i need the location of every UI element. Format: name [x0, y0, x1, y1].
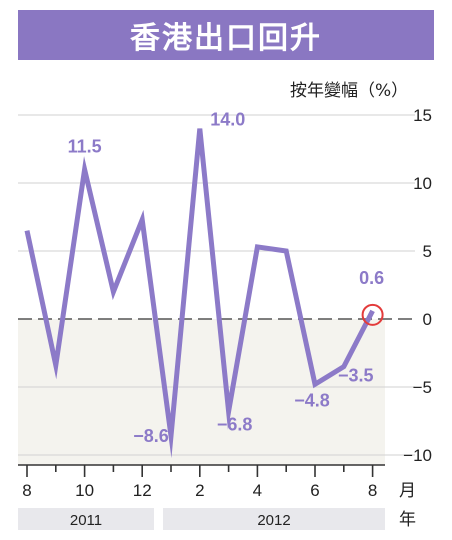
data-label: −3.5	[338, 366, 374, 386]
year-bands: 2011 2012	[18, 508, 385, 530]
x-axis-month-label: 月	[399, 481, 416, 501]
x-axis-year-label: 年	[399, 510, 416, 530]
y-tick-label: 10	[413, 174, 432, 193]
x-tick-label: 10	[75, 481, 94, 500]
year-band	[18, 508, 154, 530]
title-banner: 香港出口回升	[18, 10, 434, 60]
x-tick-label: 4	[253, 481, 262, 500]
year-label: 2012	[257, 512, 290, 529]
x-tick-label: 6	[310, 481, 319, 500]
x-tick-label: 2	[195, 481, 204, 500]
data-label: 11.5	[68, 136, 102, 156]
x-tick-label: 8	[368, 481, 377, 500]
y-tick-label: 5	[423, 242, 432, 261]
y-tick-label: −10	[403, 446, 432, 465]
x-tick-label: 8	[22, 481, 31, 500]
y-axis-unit-label: 按年變幅（%）	[290, 81, 409, 101]
series-line	[24, 128, 375, 459]
plot-background	[18, 319, 385, 465]
year-band	[163, 508, 385, 530]
data-labels: 11.5 −8.6 14.0 −6.8 −4.8 −3.5 0.6	[68, 110, 385, 446]
y-tick-label: 0	[423, 310, 432, 329]
x-axis-ticks: 8 10 12 2 4 6 8	[22, 465, 377, 500]
data-label: 14.0	[210, 110, 245, 130]
chart-title: 香港出口回升	[130, 21, 322, 56]
highlight-marker	[361, 303, 384, 326]
y-tick-label: −5	[413, 378, 432, 397]
data-label: −8.6	[133, 426, 169, 446]
y-axis-ticks: 15 10 5 0 −5 −10	[403, 106, 432, 465]
data-label: 0.6	[359, 268, 384, 288]
year-label: 2011	[70, 512, 102, 529]
data-label: −6.8	[217, 414, 253, 434]
data-label: −4.8	[294, 390, 330, 410]
y-tick-label: 15	[413, 106, 432, 125]
x-tick-label: 12	[133, 481, 152, 500]
